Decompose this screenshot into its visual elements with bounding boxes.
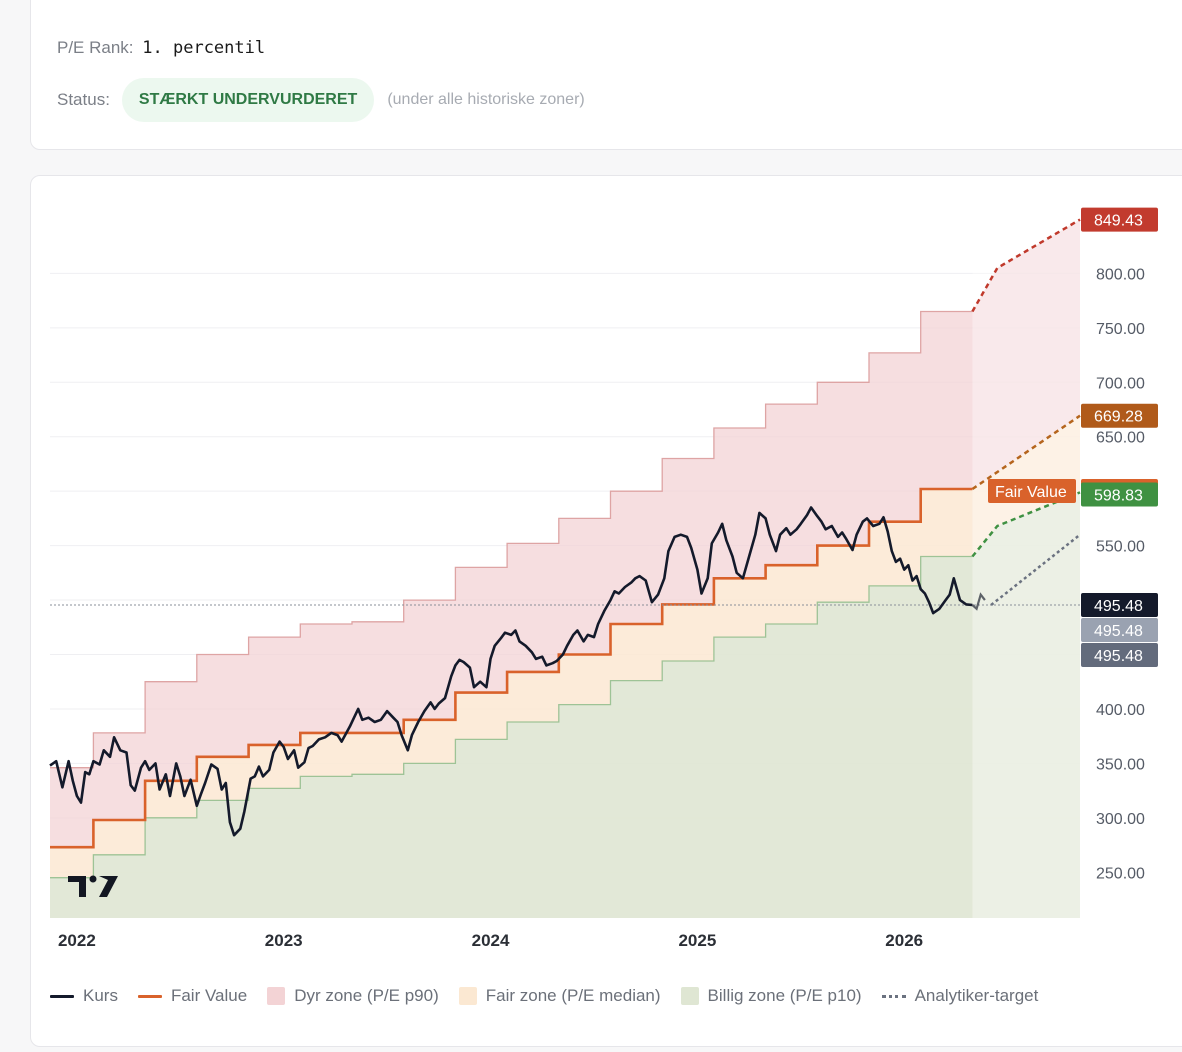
kurs-swatch xyxy=(50,994,74,998)
price-tag-value: 669.28 xyxy=(1094,409,1143,426)
fair-value-forecast-line xyxy=(971,414,1081,491)
legend-kurs-label: Kurs xyxy=(83,986,118,1005)
legend-billig-label: Billig zone (P/E p10) xyxy=(707,986,862,1005)
chart-legend: Kurs Fair Value Dyr zone (P/E p90) Fair … xyxy=(50,984,1058,1008)
dyr-zone-area xyxy=(50,219,1080,848)
billig-zone-swatch xyxy=(680,987,699,1005)
fair-value-line xyxy=(50,487,973,849)
y-tick-label: 550.00 xyxy=(1096,539,1145,556)
legend-fair-value[interactable]: Fair Value xyxy=(137,986,248,1006)
price-tag-value: 495.48 xyxy=(1094,648,1143,665)
dyr-zone-swatch xyxy=(267,987,286,1005)
legend-target[interactable]: Analytiker-target xyxy=(881,986,1039,1006)
price-tag-value: 849.43 xyxy=(1094,213,1143,230)
axes: 250.00300.00350.00400.00450.00500.00550.… xyxy=(58,266,1145,950)
price-tag-bg xyxy=(1081,482,1158,507)
price-tag-prefix-bg xyxy=(988,478,1076,503)
y-tick-label: 300.00 xyxy=(1096,811,1145,828)
billig-forecast-line xyxy=(971,491,1081,558)
status-badge: STÆRKT UNDERVURDERET xyxy=(121,78,375,122)
price-tag: 849.43 xyxy=(1081,207,1158,232)
status-row: Status: STÆRKT UNDERVURDERET (under alle… xyxy=(57,77,585,123)
price-tag: 669.28 xyxy=(1081,403,1158,428)
y-tick-label: 750.00 xyxy=(1096,321,1145,338)
price-tag-bg xyxy=(1081,207,1158,232)
x-tick-label: 2025 xyxy=(678,931,716,950)
x-tick-label: 2022 xyxy=(58,931,96,950)
price-tag-bg xyxy=(1081,592,1158,617)
price-tag: 495.48 xyxy=(1081,642,1158,667)
legend-dyr-zone[interactable]: Dyr zone (P/E p90) xyxy=(267,986,439,1006)
pe-rank-value: 1. percentil xyxy=(142,38,266,58)
price-tag-bg xyxy=(1081,617,1158,642)
kurs-line xyxy=(49,506,973,837)
legend-kurs[interactable]: Kurs xyxy=(50,986,118,1006)
price-tag-value: 598.83 xyxy=(1094,487,1143,504)
price-tag-bg xyxy=(1081,403,1158,428)
legend-fair-value-label: Fair Value xyxy=(170,986,248,1005)
forecast-region xyxy=(972,195,1080,918)
status-note: (under alle historiske zoner) xyxy=(387,91,585,108)
y-tick-label: 400.00 xyxy=(1096,702,1145,719)
pe-rank: P/E Rank: 1. percentil xyxy=(57,38,265,58)
legend-fair-label: Fair zone (P/E median) xyxy=(485,986,661,1005)
price-tag: 598.83 xyxy=(1081,482,1158,507)
legend-billig-zone[interactable]: Billig zone (P/E p10) xyxy=(680,986,862,1006)
x-tick-label: 2023 xyxy=(265,931,303,950)
y-tick-label: 250.00 xyxy=(1096,865,1145,882)
price-tag: 495.48 xyxy=(1081,617,1158,642)
price-tag: 495.48 xyxy=(1081,592,1158,617)
fair-value-swatch xyxy=(137,994,162,998)
target-swatch xyxy=(881,994,906,998)
kurs-line-extension xyxy=(971,592,986,611)
chart-lines xyxy=(49,218,1081,879)
y-tick-label: 800.00 xyxy=(1096,266,1145,283)
price-tag-value: 495.48 xyxy=(1094,598,1143,615)
legend-fair-zone[interactable]: Fair zone (P/E median) xyxy=(458,986,661,1006)
status-label: Status: xyxy=(57,90,110,109)
x-tick-label: 2026 xyxy=(885,931,923,950)
fair-zone-swatch xyxy=(458,987,477,1005)
pe-rank-label: P/E Rank: xyxy=(57,38,134,57)
x-tick-label: 2024 xyxy=(472,931,510,950)
y-tick-label: 700.00 xyxy=(1096,375,1145,392)
y-tick-label: 650.00 xyxy=(1096,430,1145,447)
fair-zone-area xyxy=(50,415,1080,878)
analyst-target-line xyxy=(990,533,1081,606)
valuation-summary-card: P/E Rank: 1. percentil Status: STÆRKT UN… xyxy=(30,0,1182,150)
price-tag-prefix: Fair Value xyxy=(995,484,1067,501)
legend-dyr-label: Dyr zone (P/E p90) xyxy=(294,986,439,1005)
price-tag-bg xyxy=(1081,642,1158,667)
tradingview-logo xyxy=(68,875,118,897)
legend-target-label: Analytiker-target xyxy=(914,986,1039,1005)
dyr-zone-edge xyxy=(50,310,973,769)
price-tag-value: 495.48 xyxy=(1094,623,1143,640)
y-tick-label: 350.00 xyxy=(1096,756,1145,773)
